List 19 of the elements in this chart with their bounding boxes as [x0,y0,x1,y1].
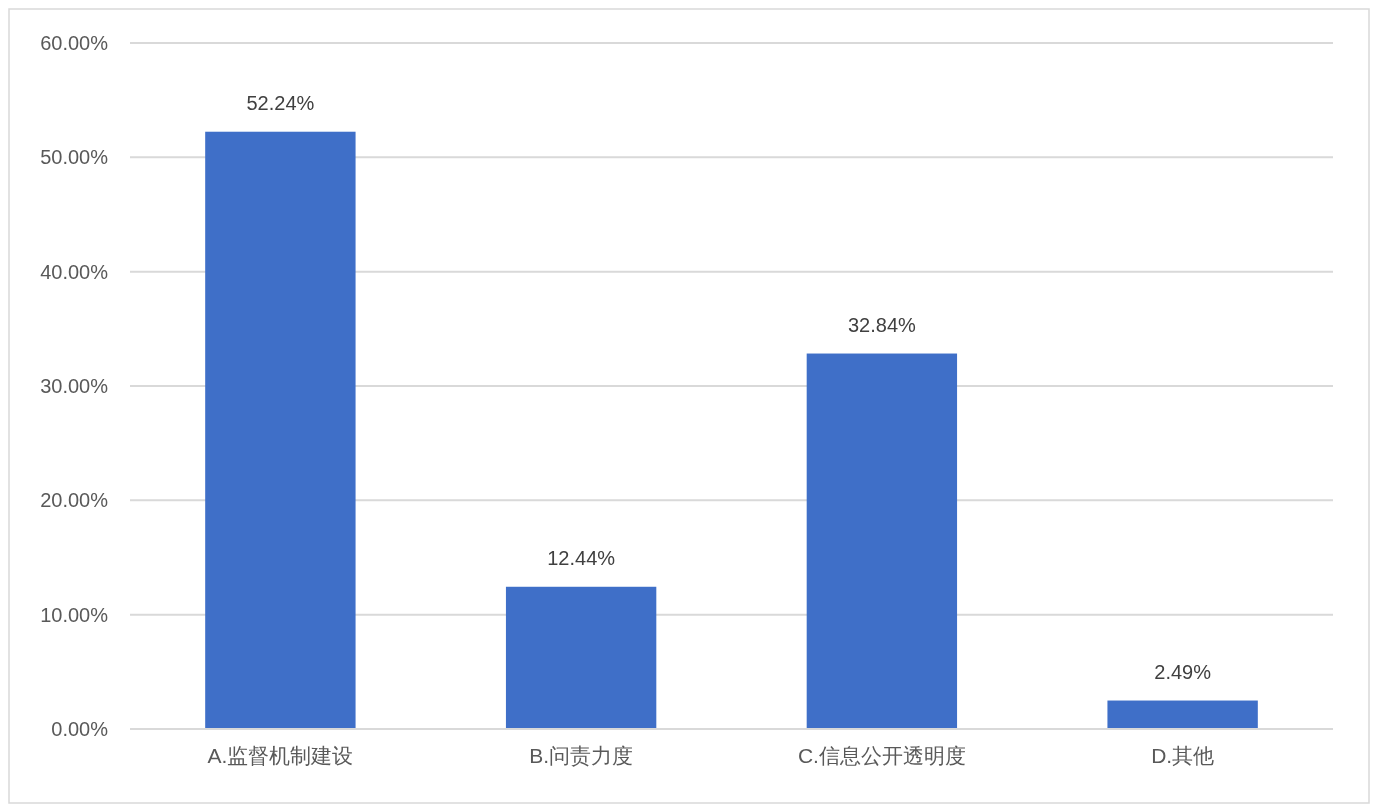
y-tick-label: 30.00% [40,375,109,397]
y-tick-label: 10.00% [40,603,109,626]
x-tick-label: B.问责力度 [529,744,634,767]
data-label: 2.49% [1154,660,1212,683]
x-tick-label: A.监督机制建设 [207,744,354,767]
data-label: 52.24% [246,91,315,114]
y-tick-label: 0.00% [51,718,109,740]
bar [1107,700,1258,729]
bar [505,586,657,729]
bar [806,353,958,729]
y-tick-label: 20.00% [40,489,109,512]
bar [205,131,356,729]
y-tick-label: 40.00% [40,260,109,283]
y-tick-label: 50.00% [40,146,109,169]
data-label: 12.44% [547,546,616,569]
y-tick-label: 60.00% [40,32,109,54]
x-tick-label: C.信息公开透明度 [797,744,966,767]
x-tick-label: D.其他 [1151,744,1215,767]
data-label: 32.84% [847,313,916,336]
